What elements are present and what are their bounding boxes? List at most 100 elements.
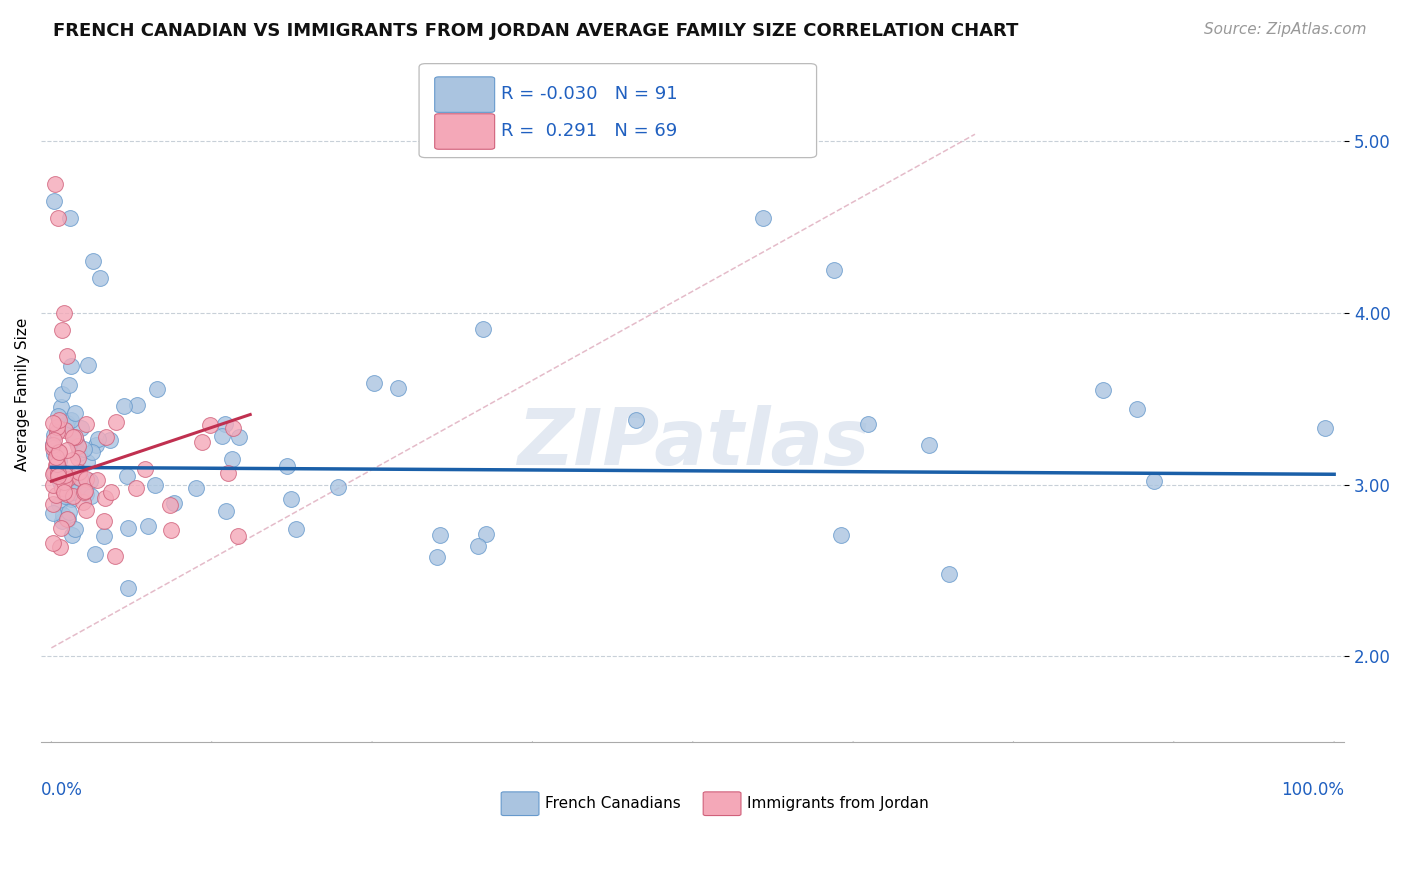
FancyBboxPatch shape xyxy=(434,77,495,112)
Text: FRENCH CANADIAN VS IMMIGRANTS FROM JORDAN AVERAGE FAMILY SIZE CORRELATION CHART: FRENCH CANADIAN VS IMMIGRANTS FROM JORDA… xyxy=(53,22,1019,40)
Y-axis label: Average Family Size: Average Family Size xyxy=(15,318,30,471)
Point xyxy=(46,444,69,458)
Point xyxy=(75,417,97,431)
Point xyxy=(93,529,115,543)
Point xyxy=(58,469,80,483)
Point xyxy=(66,481,89,495)
Point xyxy=(426,550,449,565)
Point xyxy=(211,429,233,443)
Point xyxy=(41,437,63,451)
Point xyxy=(823,262,845,277)
Point xyxy=(56,443,79,458)
Point xyxy=(69,421,91,435)
Point xyxy=(56,511,79,525)
Point xyxy=(49,475,72,489)
Point xyxy=(72,442,94,456)
Point xyxy=(1125,402,1147,417)
Point xyxy=(117,520,139,534)
Point xyxy=(42,446,65,460)
Point xyxy=(76,455,98,469)
Point xyxy=(117,468,139,483)
Point xyxy=(752,211,775,226)
Text: Source: ZipAtlas.com: Source: ZipAtlas.com xyxy=(1204,22,1367,37)
Point xyxy=(42,427,65,442)
Point xyxy=(96,429,118,443)
Point xyxy=(46,457,69,471)
Point xyxy=(163,496,186,510)
Point xyxy=(79,474,101,488)
Point xyxy=(55,471,77,485)
Point xyxy=(117,581,139,595)
Point xyxy=(387,381,409,395)
FancyBboxPatch shape xyxy=(434,114,495,149)
Point xyxy=(1315,421,1337,435)
Point xyxy=(45,442,67,457)
Point xyxy=(62,489,84,503)
Point xyxy=(60,452,83,467)
Point xyxy=(52,475,75,489)
Point xyxy=(82,445,104,459)
Point xyxy=(41,467,63,481)
Point xyxy=(51,323,73,337)
Point xyxy=(41,507,63,521)
Point xyxy=(62,430,84,444)
Point xyxy=(59,211,82,226)
Point xyxy=(938,566,960,581)
Point xyxy=(67,451,90,466)
Point xyxy=(46,466,69,480)
Point xyxy=(53,489,76,503)
Point xyxy=(49,540,72,554)
Point xyxy=(42,465,65,479)
Point xyxy=(55,418,77,433)
Point xyxy=(136,518,159,533)
Point xyxy=(55,349,77,363)
Point xyxy=(66,439,89,453)
Point xyxy=(217,466,239,480)
Point xyxy=(93,491,115,505)
Point xyxy=(1143,474,1166,488)
Point xyxy=(276,459,298,474)
Point xyxy=(58,469,80,483)
Point xyxy=(63,406,86,420)
Point xyxy=(328,480,350,494)
Point xyxy=(45,450,67,464)
Point xyxy=(1092,383,1115,397)
Point xyxy=(475,526,498,541)
Point xyxy=(55,416,77,430)
Point xyxy=(467,540,489,554)
Point xyxy=(45,458,67,472)
Point xyxy=(45,425,67,439)
Point xyxy=(159,498,181,512)
Point xyxy=(134,462,156,476)
Point xyxy=(48,454,70,468)
Point xyxy=(67,446,90,460)
Point xyxy=(280,492,302,507)
Point xyxy=(41,416,63,430)
Point xyxy=(222,421,245,435)
Point xyxy=(60,527,83,541)
Point xyxy=(48,497,70,511)
Point xyxy=(146,382,169,396)
Point xyxy=(46,211,69,226)
Point xyxy=(69,471,91,485)
Point xyxy=(429,528,451,542)
Point xyxy=(63,522,86,536)
Point xyxy=(46,409,69,424)
Point xyxy=(112,399,135,413)
Point xyxy=(363,376,385,391)
Point xyxy=(60,483,83,498)
Point xyxy=(186,481,208,495)
Point xyxy=(214,417,236,431)
Point xyxy=(41,477,63,491)
Point xyxy=(84,438,107,452)
Point xyxy=(48,413,70,427)
Point xyxy=(226,529,249,543)
Point xyxy=(53,306,76,320)
Text: 0.0%: 0.0% xyxy=(41,780,83,798)
Point xyxy=(65,434,87,448)
Point xyxy=(198,417,221,432)
Point xyxy=(51,514,73,528)
Point xyxy=(72,485,94,500)
Point xyxy=(87,432,110,446)
Point xyxy=(75,472,97,486)
